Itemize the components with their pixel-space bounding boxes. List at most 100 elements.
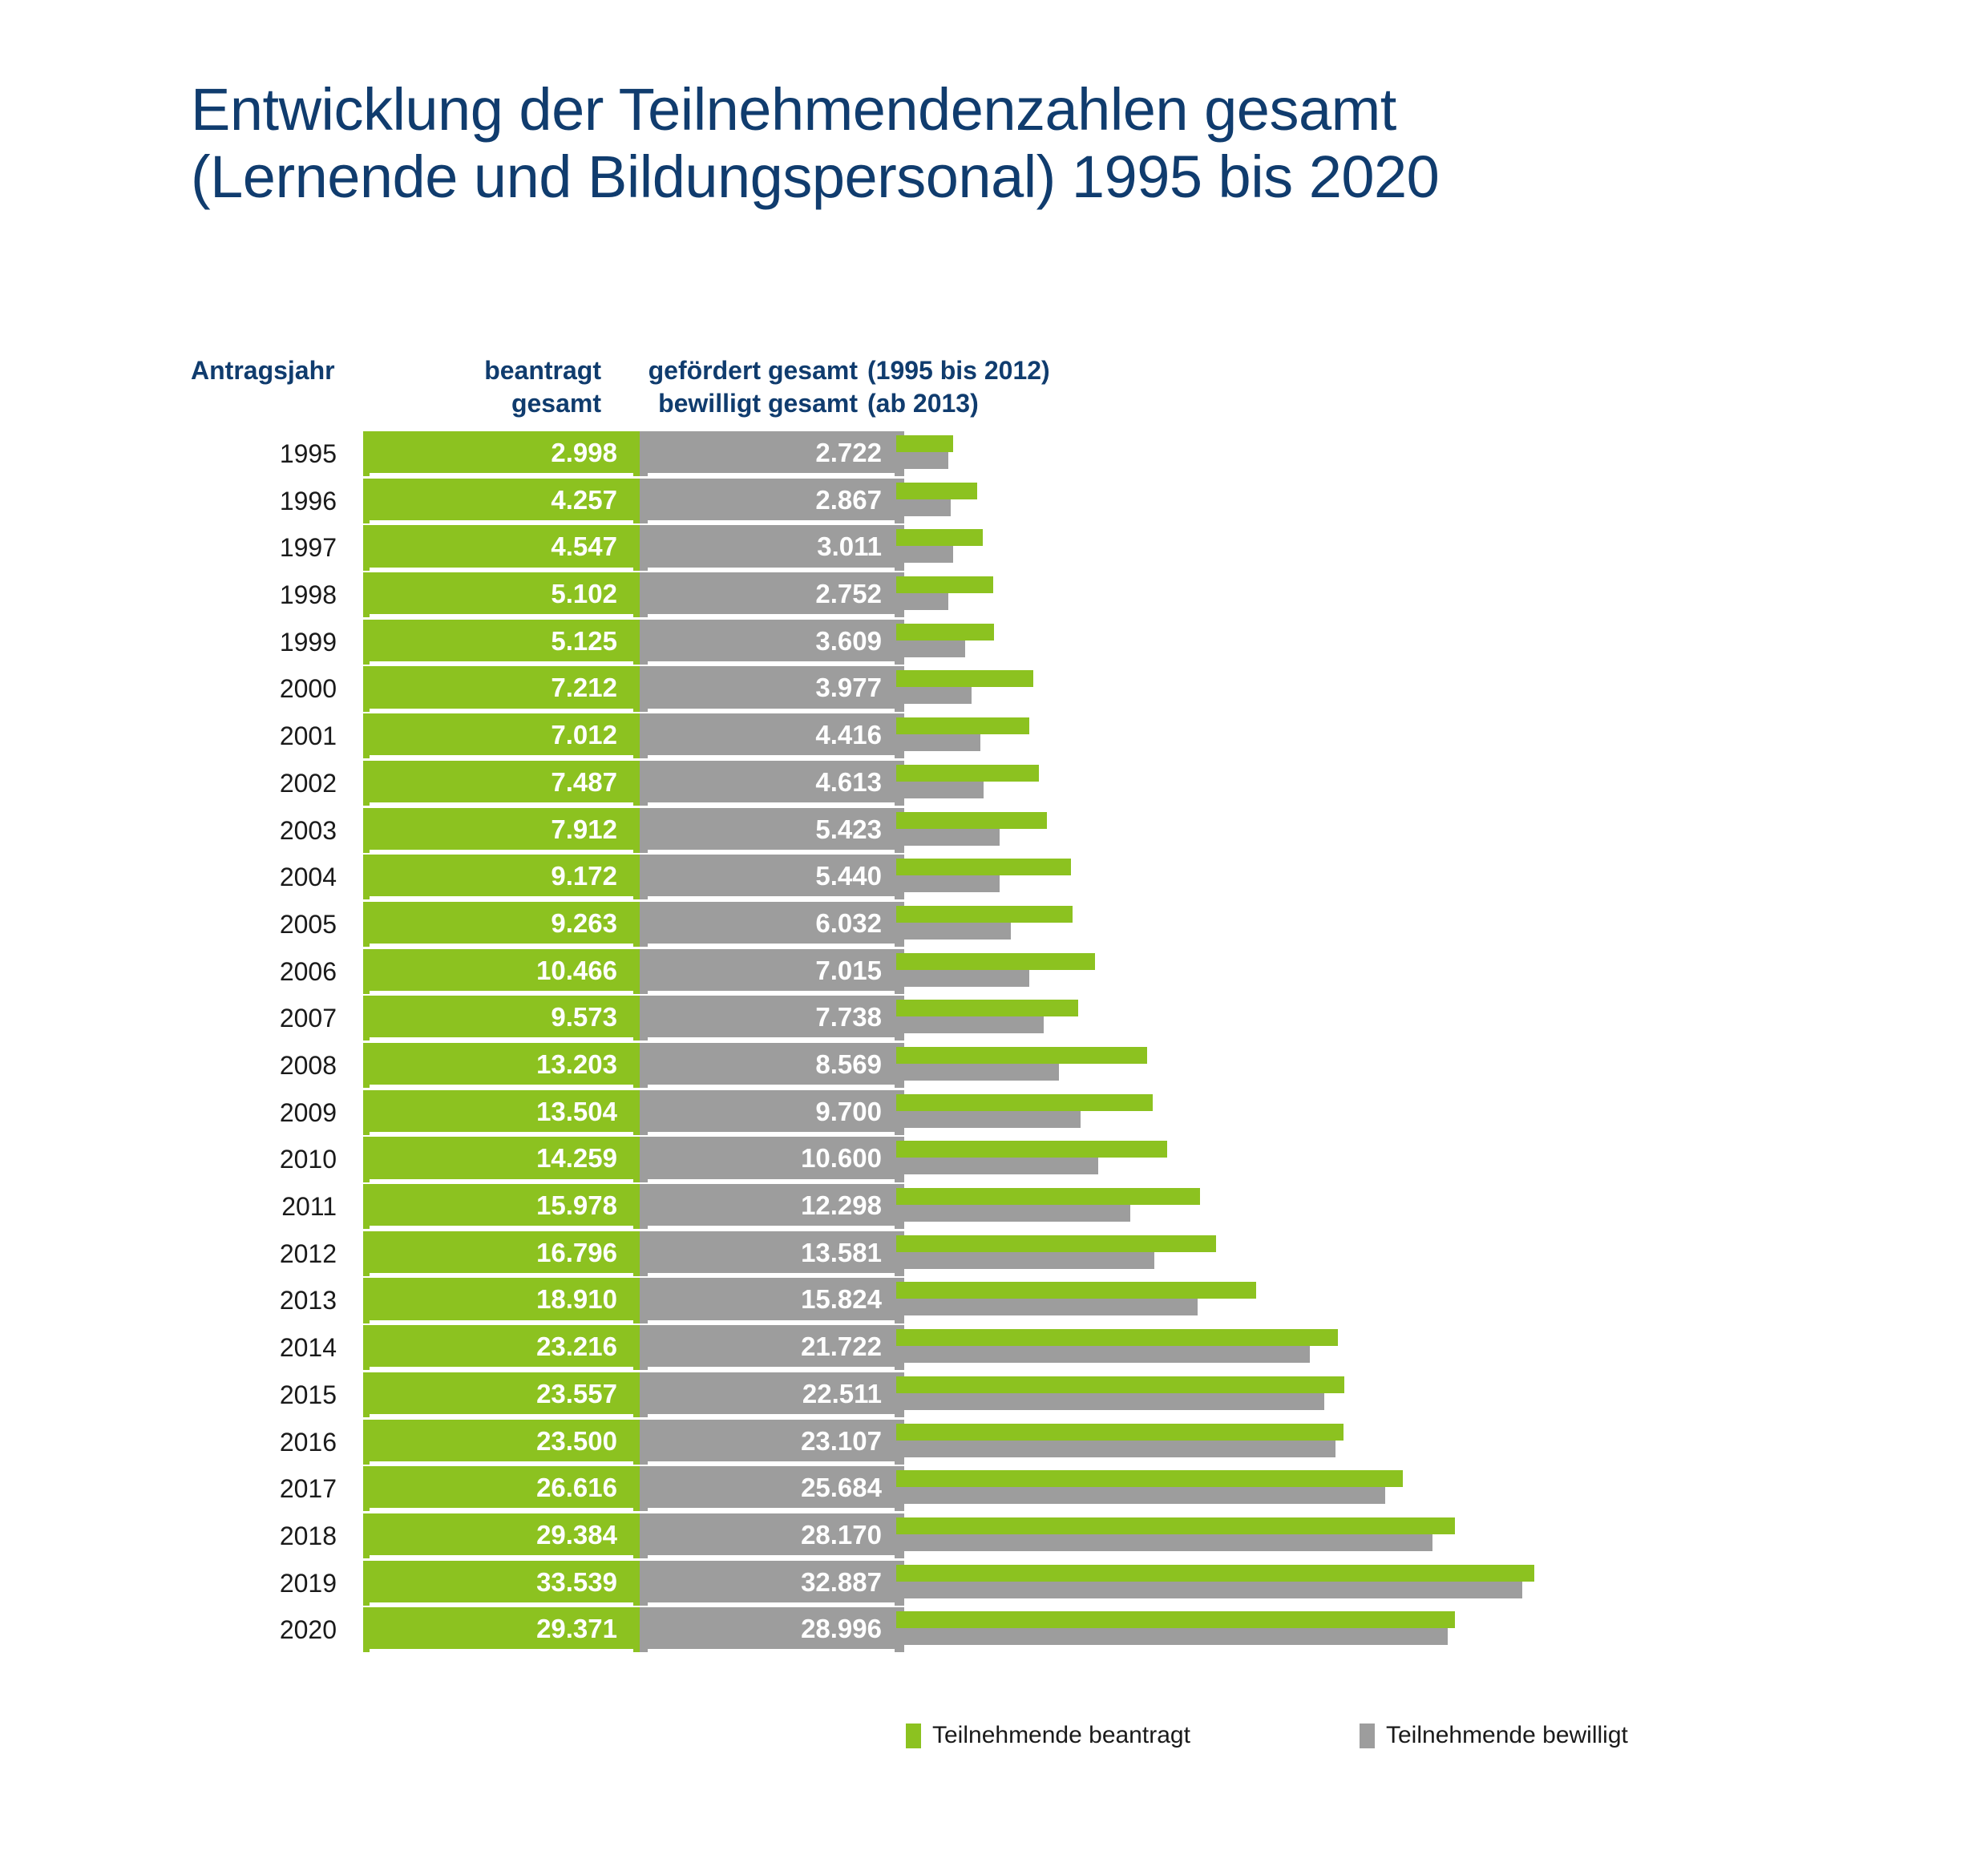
table-row: 2015 23.557 22.511 [0, 1372, 1988, 1418]
cell-requested-value: 7.487 [551, 766, 617, 797]
bar-requested [896, 859, 1071, 876]
bar-granted [896, 546, 954, 564]
cell-requested: 14.259 [363, 1137, 640, 1182]
bar-granted [896, 1440, 1336, 1457]
bar-granted [896, 1016, 1044, 1034]
cell-granted-value: 2.752 [815, 579, 882, 609]
bar-requested [896, 435, 954, 452]
bar-requested [896, 482, 978, 499]
table-row: 2014 23.216 21.722 [0, 1325, 1988, 1371]
row-year-label: 2013 [279, 1286, 337, 1315]
cell-granted: 3.609 [640, 619, 904, 665]
cell-granted: 32.887 [640, 1560, 904, 1606]
bar-requested [896, 1047, 1148, 1064]
cell-granted: 3.977 [640, 666, 904, 712]
bar-requested [896, 529, 983, 547]
cell-granted: 3.011 [640, 525, 904, 571]
column-header-year: Antragsjahr [191, 356, 335, 385]
row-year-label: 2005 [279, 909, 337, 939]
bar-granted [896, 640, 965, 657]
table-row: 2012 16.796 13.581 [0, 1230, 1988, 1277]
cell-requested-value: 26.616 [536, 1473, 617, 1503]
cell-granted: 9.700 [640, 1089, 904, 1136]
table-row: 2016 23.500 23.107 [0, 1419, 1988, 1465]
row-year-label: 2010 [279, 1145, 337, 1174]
table-row: 1998 5.102 2.752 [0, 572, 1988, 618]
row-year-label: 2001 [279, 721, 337, 751]
cell-requested: 9.172 [363, 855, 640, 900]
table-row: 2004 9.172 5.440 [0, 855, 1988, 900]
table-row: 2005 9.263 6.032 [0, 901, 1988, 948]
row-year-label: 2020 [279, 1615, 337, 1645]
bar-granted [896, 875, 1000, 893]
table-row: 2001 7.012 4.416 [0, 713, 1988, 759]
table-row: 2018 29.384 28.170 [0, 1513, 1988, 1559]
cell-granted: 2.752 [640, 572, 904, 618]
cell-requested: 10.466 [363, 948, 640, 994]
cell-requested: 13.504 [363, 1089, 640, 1136]
bar-granted [896, 687, 972, 705]
table-row: 1997 4.547 3.011 [0, 525, 1988, 571]
row-year-label: 1996 [279, 486, 337, 515]
bar-granted [896, 1392, 1325, 1410]
cell-requested: 7.487 [363, 760, 640, 806]
cell-requested-value: 33.539 [536, 1566, 617, 1597]
table-row: 2003 7.912 5.423 [0, 807, 1988, 853]
cell-granted: 7.738 [640, 996, 904, 1041]
bar-requested [896, 1470, 1403, 1488]
cell-granted-value: 2.722 [815, 438, 882, 467]
bar-granted [896, 969, 1030, 987]
bar-requested [896, 905, 1073, 923]
row-year-label: 2016 [279, 1427, 337, 1457]
cell-granted-value: 22.511 [802, 1378, 882, 1408]
legend-label-granted: Teilnehmende bewilligt [1386, 1722, 1628, 1748]
row-year-label: 2004 [279, 863, 337, 892]
cell-requested: 16.796 [363, 1230, 640, 1277]
cell-granted: 22.511 [640, 1372, 904, 1418]
cell-requested: 7.212 [363, 666, 640, 712]
cell-requested-value: 23.557 [536, 1378, 617, 1408]
row-year-label: 2014 [279, 1333, 337, 1363]
cell-granted-value: 23.107 [801, 1425, 882, 1456]
table-row: 2017 26.616 25.684 [0, 1466, 1988, 1512]
bar-requested [896, 1282, 1256, 1299]
cell-granted: 21.722 [640, 1325, 904, 1371]
cell-requested: 7.012 [363, 713, 640, 759]
cell-requested-value: 13.504 [536, 1096, 617, 1126]
column-header-granted: gefördert gesamt bewilligt gesamt [648, 356, 858, 418]
cell-granted: 4.613 [640, 760, 904, 806]
cell-requested: 23.216 [363, 1325, 640, 1371]
bar-granted [896, 1158, 1098, 1175]
cell-granted-value: 7.738 [815, 1002, 882, 1032]
cell-requested: 5.102 [363, 572, 640, 618]
bar-requested [896, 1329, 1338, 1347]
table-header: Antragsjahr beantragt gesamt gefördert g… [0, 337, 1988, 425]
table-row: 2020 29.371 28.996 [0, 1607, 1988, 1653]
bar-granted [896, 452, 948, 469]
cell-requested-value: 4.547 [551, 531, 617, 562]
cell-requested-value: 15.978 [536, 1190, 617, 1221]
cell-requested-value: 14.259 [536, 1143, 617, 1174]
bar-granted [896, 593, 949, 611]
cell-granted-value: 9.700 [815, 1096, 882, 1126]
bar-granted [896, 1534, 1432, 1551]
row-year-label: 1998 [279, 580, 337, 610]
table-row: 1995 2.998 2.722 [0, 431, 1988, 477]
cell-requested-value: 29.371 [536, 1614, 617, 1644]
cell-granted-value: 3.977 [815, 673, 882, 703]
bar-requested [896, 717, 1030, 735]
table-row: 2000 7.212 3.977 [0, 666, 1988, 712]
legend-swatch-green-icon [906, 1723, 921, 1748]
cell-granted-value: 7.015 [815, 955, 882, 985]
cell-granted: 25.684 [640, 1466, 904, 1512]
table-row: 2011 15.978 12.298 [0, 1184, 1988, 1230]
bar-granted [896, 828, 1000, 846]
bar-requested [896, 764, 1039, 782]
cell-requested: 7.912 [363, 807, 640, 853]
cell-requested: 2.998 [363, 431, 640, 477]
cell-granted-value: 3.609 [815, 625, 882, 656]
cell-requested: 26.616 [363, 1466, 640, 1512]
row-year-label: 2019 [279, 1568, 337, 1598]
bar-requested [896, 1423, 1344, 1441]
row-year-label: 2006 [279, 956, 337, 986]
